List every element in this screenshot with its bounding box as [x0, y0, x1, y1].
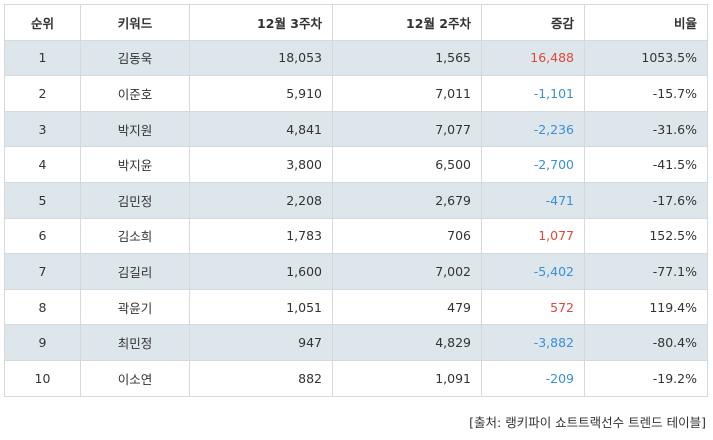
table-row: 4 박지윤 3,800 6,500 -2,700 -41.5% — [4, 146, 708, 183]
cell-change: -2,700 — [481, 146, 585, 183]
cell-week2: 706 — [332, 217, 482, 255]
cell-rank: 2 — [4, 75, 81, 112]
cell-ratio: -31.6% — [584, 110, 708, 148]
cell-week3: 4,841 — [189, 110, 333, 148]
source-caption: [출처: 랭키파이 쇼트트랙선수 트렌드 테이블] — [469, 415, 706, 430]
cell-week2: 1,091 — [332, 359, 482, 397]
table-body: 1 김동욱 18,053 1,565 16,488 1053.5% 2 이준호 … — [4, 39, 708, 397]
cell-week3: 1,051 — [189, 288, 333, 326]
cell-rank: 4 — [4, 146, 81, 183]
cell-ratio: 1053.5% — [584, 39, 708, 77]
header-week3: 12월 3주차 — [189, 4, 333, 41]
cell-week3: 1,600 — [189, 253, 333, 290]
cell-week2: 7,011 — [332, 75, 482, 112]
cell-rank: 5 — [4, 181, 81, 219]
cell-ratio: -77.1% — [584, 253, 708, 290]
cell-ratio: -80.4% — [584, 324, 708, 361]
cell-keyword: 최민정 — [80, 324, 190, 361]
cell-rank: 1 — [4, 39, 81, 77]
cell-week3: 5,910 — [189, 75, 333, 112]
cell-week3: 882 — [189, 359, 333, 397]
cell-week3: 18,053 — [189, 39, 333, 77]
cell-change: -209 — [481, 359, 585, 397]
cell-keyword: 이소연 — [80, 359, 190, 397]
cell-rank: 3 — [4, 110, 81, 148]
cell-rank: 10 — [4, 359, 81, 397]
cell-week2: 7,002 — [332, 253, 482, 290]
header-week2: 12월 2주차 — [332, 4, 482, 41]
header-ratio: 비율 — [584, 4, 708, 41]
table-row: 9 최민정 947 4,829 -3,882 -80.4% — [4, 324, 708, 361]
cell-week2: 4,829 — [332, 324, 482, 361]
cell-change: 16,488 — [481, 39, 585, 77]
cell-keyword: 이준호 — [80, 75, 190, 112]
cell-change: -471 — [481, 181, 585, 219]
cell-keyword: 김동욱 — [80, 39, 190, 77]
header-rank: 순위 — [4, 4, 81, 41]
cell-week3: 947 — [189, 324, 333, 361]
header-keyword: 키워드 — [80, 4, 190, 41]
table-row: 10 이소연 882 1,091 -209 -19.2% — [4, 359, 708, 397]
cell-keyword: 김길리 — [80, 253, 190, 290]
table-row: 7 김길리 1,600 7,002 -5,402 -77.1% — [4, 253, 708, 290]
cell-week2: 6,500 — [332, 146, 482, 183]
cell-rank: 8 — [4, 288, 81, 326]
cell-keyword: 곽윤기 — [80, 288, 190, 326]
cell-keyword: 박지윤 — [80, 146, 190, 183]
table-header-row: 순위 키워드 12월 3주차 12월 2주차 증감 비율 — [4, 4, 708, 41]
cell-change: 572 — [481, 288, 585, 326]
cell-week2: 7,077 — [332, 110, 482, 148]
cell-ratio: -41.5% — [584, 146, 708, 183]
cell-week2: 479 — [332, 288, 482, 326]
cell-keyword: 박지원 — [80, 110, 190, 148]
cell-keyword: 김민정 — [80, 181, 190, 219]
cell-week3: 2,208 — [189, 181, 333, 219]
cell-week2: 2,679 — [332, 181, 482, 219]
cell-ratio: -15.7% — [584, 75, 708, 112]
table-row: 5 김민정 2,208 2,679 -471 -17.6% — [4, 181, 708, 219]
cell-rank: 9 — [4, 324, 81, 361]
cell-change: -1,101 — [481, 75, 585, 112]
table-row: 1 김동욱 18,053 1,565 16,488 1053.5% — [4, 39, 708, 77]
cell-change: -2,236 — [481, 110, 585, 148]
cell-keyword: 김소희 — [80, 217, 190, 255]
ranking-table: 순위 키워드 12월 3주차 12월 2주차 증감 비율 1 김동욱 18,05… — [4, 4, 708, 397]
cell-ratio: -17.6% — [584, 181, 708, 219]
cell-change: -3,882 — [481, 324, 585, 361]
table-row: 8 곽윤기 1,051 479 572 119.4% — [4, 288, 708, 326]
header-change: 증감 — [481, 4, 585, 41]
table-row: 6 김소희 1,783 706 1,077 152.5% — [4, 217, 708, 255]
cell-ratio: -19.2% — [584, 359, 708, 397]
cell-week3: 3,800 — [189, 146, 333, 183]
cell-ratio: 119.4% — [584, 288, 708, 326]
cell-week3: 1,783 — [189, 217, 333, 255]
cell-change: 1,077 — [481, 217, 585, 255]
cell-rank: 7 — [4, 253, 81, 290]
cell-week2: 1,565 — [332, 39, 482, 77]
table-row: 2 이준호 5,910 7,011 -1,101 -15.7% — [4, 75, 708, 112]
cell-change: -5,402 — [481, 253, 585, 290]
cell-ratio: 152.5% — [584, 217, 708, 255]
table-row: 3 박지원 4,841 7,077 -2,236 -31.6% — [4, 110, 708, 148]
cell-rank: 6 — [4, 217, 81, 255]
